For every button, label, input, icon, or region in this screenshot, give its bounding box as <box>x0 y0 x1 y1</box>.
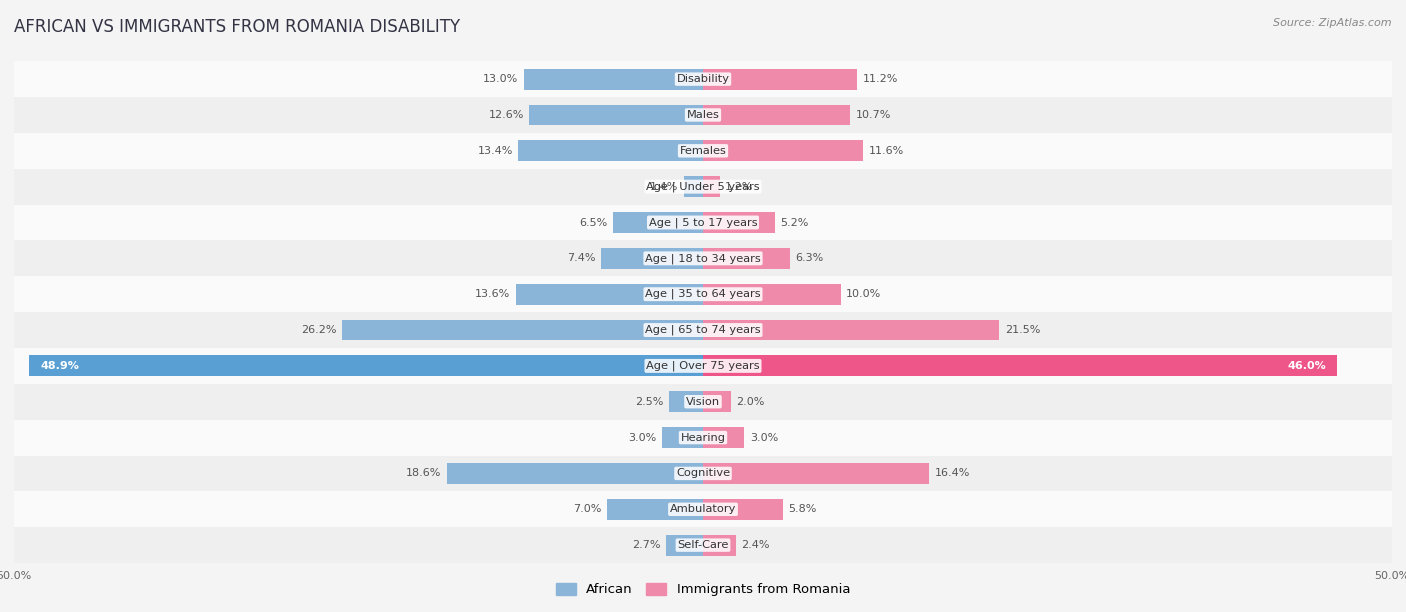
Bar <box>14 276 1392 312</box>
Bar <box>703 140 863 161</box>
Bar <box>516 284 703 305</box>
Text: Age | 18 to 34 years: Age | 18 to 34 years <box>645 253 761 264</box>
Text: 13.6%: 13.6% <box>475 289 510 299</box>
Text: 12.6%: 12.6% <box>488 110 524 120</box>
Text: 2.4%: 2.4% <box>741 540 770 550</box>
Text: Age | Over 75 years: Age | Over 75 years <box>647 360 759 371</box>
Legend: African, Immigrants from Romania: African, Immigrants from Romania <box>551 578 855 602</box>
Text: Age | Under 5 years: Age | Under 5 years <box>647 181 759 192</box>
Bar <box>342 319 703 340</box>
Text: 11.6%: 11.6% <box>869 146 904 156</box>
Bar <box>703 356 1337 376</box>
Bar <box>703 176 720 197</box>
Bar <box>14 420 1392 455</box>
Bar <box>14 348 1392 384</box>
Bar <box>14 527 1392 563</box>
Text: 5.8%: 5.8% <box>789 504 817 514</box>
Text: AFRICAN VS IMMIGRANTS FROM ROMANIA DISABILITY: AFRICAN VS IMMIGRANTS FROM ROMANIA DISAB… <box>14 18 460 36</box>
Bar <box>30 356 703 376</box>
Text: 3.0%: 3.0% <box>628 433 657 442</box>
Bar <box>524 69 703 89</box>
Bar <box>703 535 737 556</box>
Text: Hearing: Hearing <box>681 433 725 442</box>
Text: Cognitive: Cognitive <box>676 468 730 479</box>
Text: 48.9%: 48.9% <box>41 361 79 371</box>
Text: 18.6%: 18.6% <box>406 468 441 479</box>
Bar <box>683 176 703 197</box>
Bar <box>14 491 1392 527</box>
Text: Age | 65 to 74 years: Age | 65 to 74 years <box>645 325 761 335</box>
Bar <box>666 535 703 556</box>
Text: 2.5%: 2.5% <box>634 397 664 407</box>
Text: 6.3%: 6.3% <box>796 253 824 263</box>
Text: 11.2%: 11.2% <box>863 74 898 84</box>
Bar <box>703 212 775 233</box>
Text: 2.7%: 2.7% <box>631 540 661 550</box>
Bar <box>669 391 703 412</box>
Text: 1.4%: 1.4% <box>650 182 678 192</box>
Bar <box>14 384 1392 420</box>
Text: Age | 5 to 17 years: Age | 5 to 17 years <box>648 217 758 228</box>
Bar <box>14 133 1392 169</box>
Bar <box>703 319 1000 340</box>
Bar <box>703 463 929 484</box>
Bar <box>703 284 841 305</box>
Text: Disability: Disability <box>676 74 730 84</box>
Bar <box>14 169 1392 204</box>
Bar <box>703 248 790 269</box>
Text: 1.2%: 1.2% <box>725 182 754 192</box>
Bar <box>14 241 1392 276</box>
Bar <box>14 97 1392 133</box>
Text: Males: Males <box>686 110 720 120</box>
Text: 26.2%: 26.2% <box>301 325 336 335</box>
Text: Self-Care: Self-Care <box>678 540 728 550</box>
Bar <box>703 391 731 412</box>
Text: 13.0%: 13.0% <box>484 74 519 84</box>
Bar <box>14 61 1392 97</box>
Bar <box>519 140 703 161</box>
Bar <box>447 463 703 484</box>
Bar <box>613 212 703 233</box>
Text: Vision: Vision <box>686 397 720 407</box>
Text: 7.0%: 7.0% <box>572 504 600 514</box>
Text: Source: ZipAtlas.com: Source: ZipAtlas.com <box>1274 18 1392 28</box>
Bar <box>703 427 744 448</box>
Bar <box>600 248 703 269</box>
Bar <box>530 105 703 125</box>
Text: 7.4%: 7.4% <box>567 253 596 263</box>
Text: 46.0%: 46.0% <box>1286 361 1326 371</box>
Bar <box>703 499 783 520</box>
Bar <box>14 204 1392 241</box>
Bar <box>606 499 703 520</box>
Text: 5.2%: 5.2% <box>780 217 808 228</box>
Bar <box>703 105 851 125</box>
Text: 2.0%: 2.0% <box>737 397 765 407</box>
Text: 21.5%: 21.5% <box>1005 325 1040 335</box>
Text: 6.5%: 6.5% <box>579 217 607 228</box>
Text: Females: Females <box>679 146 727 156</box>
Bar <box>662 427 703 448</box>
Text: 3.0%: 3.0% <box>749 433 778 442</box>
Bar <box>703 69 858 89</box>
Text: 10.0%: 10.0% <box>846 289 882 299</box>
Text: 10.7%: 10.7% <box>856 110 891 120</box>
Text: 16.4%: 16.4% <box>935 468 970 479</box>
Bar <box>14 312 1392 348</box>
Bar <box>14 455 1392 491</box>
Text: Ambulatory: Ambulatory <box>669 504 737 514</box>
Text: Age | 35 to 64 years: Age | 35 to 64 years <box>645 289 761 299</box>
Text: 13.4%: 13.4% <box>478 146 513 156</box>
